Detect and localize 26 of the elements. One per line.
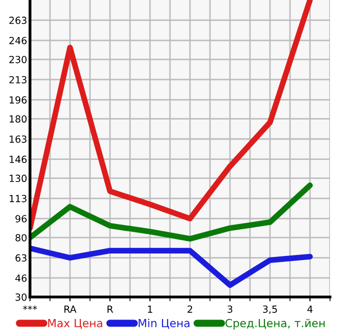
- y-tick-label: 180: [10, 115, 27, 123]
- x-tick-label: 3: [228, 306, 232, 313]
- x-tick-label: RA: [64, 306, 76, 313]
- x-tick-label: R: [108, 306, 114, 313]
- y-tick-label: 230: [9, 56, 27, 64]
- x-tick-label: 1: [148, 306, 152, 313]
- legend-label: Max Цена: [48, 319, 102, 329]
- y-tick-label: 163: [10, 135, 26, 143]
- y-tick-label: 30: [16, 293, 27, 301]
- legend-label: Сред.Цена, т.йен: [225, 318, 325, 330]
- y-tick-label: 63: [16, 254, 26, 262]
- y-tick-label: 263: [9, 16, 26, 24]
- y-tick-label: 113: [10, 194, 26, 202]
- x-tick-label: 2: [188, 306, 192, 313]
- x-tick-label: 4: [307, 306, 313, 313]
- y-tick-label: 146: [10, 156, 27, 164]
- y-tick-label: 96: [15, 215, 27, 222]
- x-tick-label: 3,5: [263, 306, 277, 314]
- y-tick-label: 246: [9, 36, 27, 44]
- legend-label: Min Цена: [138, 318, 190, 329]
- y-tick-label: 46: [15, 274, 27, 282]
- y-tick-label: 213: [9, 76, 26, 84]
- y-tick-label: 196: [10, 96, 27, 104]
- x-tick-label: ***: [23, 306, 37, 310]
- y-tick-label: 130: [10, 174, 27, 182]
- y-tick-label: 80: [16, 234, 27, 242]
